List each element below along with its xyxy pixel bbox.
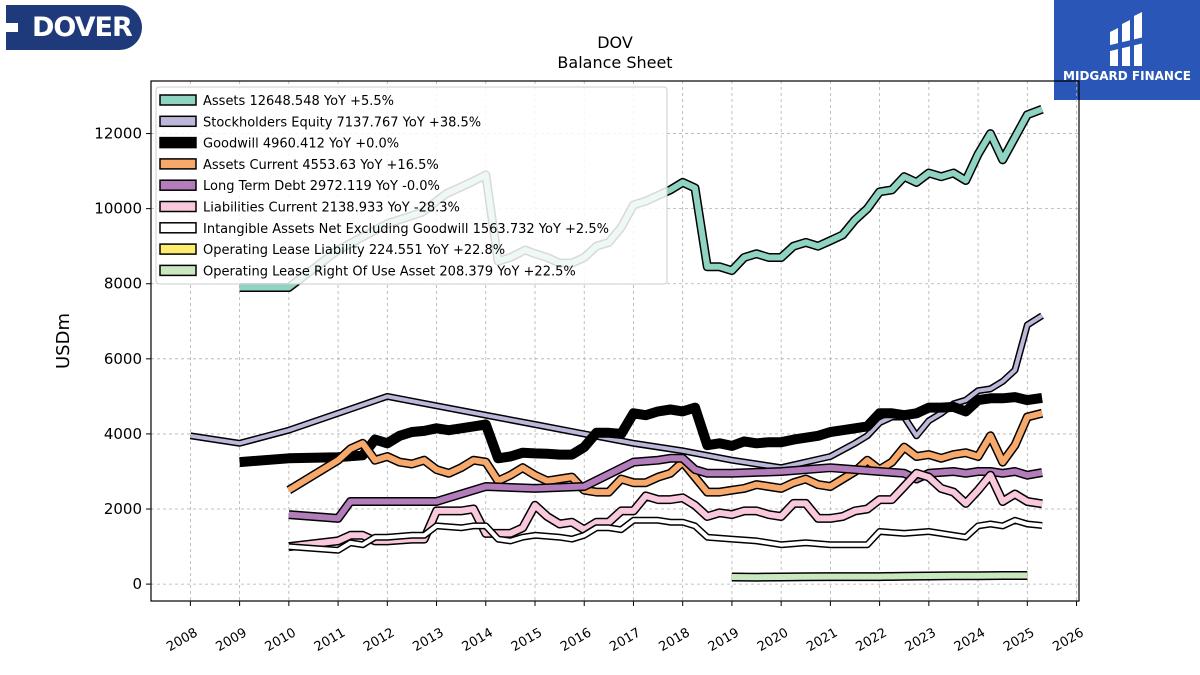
y-tick-label: 4000 xyxy=(104,425,142,443)
dover-logo: DOVER xyxy=(6,5,142,50)
midgard-logo-text: MIDGARD FINANCE xyxy=(1063,69,1191,83)
legend-label: Assets 12648.548 YoY +5.5% xyxy=(203,94,394,109)
legend-item: Goodwill 4960.412 YoY +0.0% xyxy=(159,136,399,152)
series-line xyxy=(288,455,1043,522)
legend-item: Liabilities Current 2138.933 YoY -28.3% xyxy=(159,200,460,216)
x-tick-label: 2014 xyxy=(460,625,496,655)
x-tick-label: 2011 xyxy=(312,625,348,655)
series-8 xyxy=(731,571,1028,582)
x-tick-label: 2016 xyxy=(558,625,594,655)
legend-label: Operating Lease Right Of Use Asset 208.3… xyxy=(203,264,576,279)
legend: Assets 12648.548 YoY +5.5% Stockholders E… xyxy=(155,86,668,285)
legend-label: Intangible Assets Net Excluding Goodwill… xyxy=(203,222,609,237)
x-tick-label: 2021 xyxy=(804,625,840,655)
legend-item: Assets 12648.548 YoY +5.5% xyxy=(159,94,394,109)
legend-label: Assets Current 4553.63 YoY +16.5% xyxy=(203,158,439,173)
legend-swatch xyxy=(159,264,197,277)
series-1 xyxy=(189,312,1044,472)
series-line xyxy=(731,572,1028,581)
legend-item: Long Term Debt 2972.119 YoY -0.0% xyxy=(159,179,440,194)
series-line xyxy=(288,470,1043,550)
x-tick-label: 2013 xyxy=(410,625,446,655)
x-tick-label: 2023 xyxy=(903,625,939,655)
midgard-logo-mark-icon xyxy=(1106,12,1148,66)
x-tick-label: 2020 xyxy=(755,625,791,655)
legend-label: Stockholders Equity 7137.767 YoY +38.5% xyxy=(203,115,481,130)
legend-swatch xyxy=(159,94,197,106)
x-tick-label: 2018 xyxy=(657,625,693,655)
y-tick-label: 10000 xyxy=(94,200,142,218)
series-5 xyxy=(288,468,1043,552)
legend-swatch xyxy=(159,115,197,128)
y-tick-label: 8000 xyxy=(104,275,142,293)
legend-swatch xyxy=(159,158,197,170)
legend-box xyxy=(155,86,668,285)
x-tick-label: 2009 xyxy=(213,625,249,655)
x-tick-label: 2017 xyxy=(607,625,643,655)
legend-swatch xyxy=(159,179,197,191)
x-tick-label: 2015 xyxy=(509,625,545,655)
legend-swatch xyxy=(159,136,197,149)
legend-item: Assets Current 4553.63 YoY +16.5% xyxy=(159,158,439,173)
x-tick-label: 2024 xyxy=(952,625,988,655)
series-line xyxy=(190,314,1044,470)
x-tick-label: 2008 xyxy=(164,625,200,655)
series-layer xyxy=(189,104,1044,582)
x-tick-label: 2010 xyxy=(263,625,299,655)
legend-label: Goodwill 4960.412 YoY +0.0% xyxy=(203,137,399,152)
x-tick-label: 2012 xyxy=(361,625,397,655)
y-tick-label: 12000 xyxy=(94,125,142,143)
legend-item: Operating Lease Right Of Use Asset 208.3… xyxy=(159,264,576,279)
series-2 xyxy=(239,392,1043,468)
legend-item: Intangible Assets Net Excluding Goodwill… xyxy=(159,222,609,237)
dover-logo-text: DOVER xyxy=(32,12,133,43)
chart-subtitle: Balance Sheet xyxy=(557,53,672,72)
chart-title: DOV xyxy=(597,33,633,52)
legend-item: Operating Lease Liability 224.551 YoY +2… xyxy=(159,243,505,258)
legend-item: Stockholders Equity 7137.767 YoY +38.5% xyxy=(159,115,481,130)
series-line-outline xyxy=(189,312,1044,472)
x-tick-label: 2022 xyxy=(853,625,889,655)
legend-swatch xyxy=(159,243,197,255)
y-tick-label: 0 xyxy=(132,575,142,593)
x-tick-label: 2025 xyxy=(1001,625,1037,655)
series-line-outline xyxy=(239,392,1043,468)
series-6 xyxy=(288,516,1043,554)
plot-frame xyxy=(150,80,1080,602)
series-line xyxy=(288,518,1043,553)
midgard-finance-logo: MIDGARD FINANCE xyxy=(1054,0,1200,100)
x-tick-label: 2026 xyxy=(1050,625,1086,655)
y-tick-label: 2000 xyxy=(104,500,142,518)
x-tick-label: 2019 xyxy=(706,625,742,655)
legend-swatch xyxy=(159,222,197,234)
legend-swatch xyxy=(159,200,197,213)
dover-logo-mark xyxy=(6,23,18,32)
y-axis-label: USDm xyxy=(53,313,74,369)
legend-label: Operating Lease Liability 224.551 YoY +2… xyxy=(203,243,505,258)
legend-label: Liabilities Current 2138.933 YoY -28.3% xyxy=(203,201,460,216)
legend-label: Long Term Debt 2972.119 YoY -0.0% xyxy=(203,179,440,194)
series-4 xyxy=(288,453,1043,523)
y-tick-label: 6000 xyxy=(104,350,142,368)
